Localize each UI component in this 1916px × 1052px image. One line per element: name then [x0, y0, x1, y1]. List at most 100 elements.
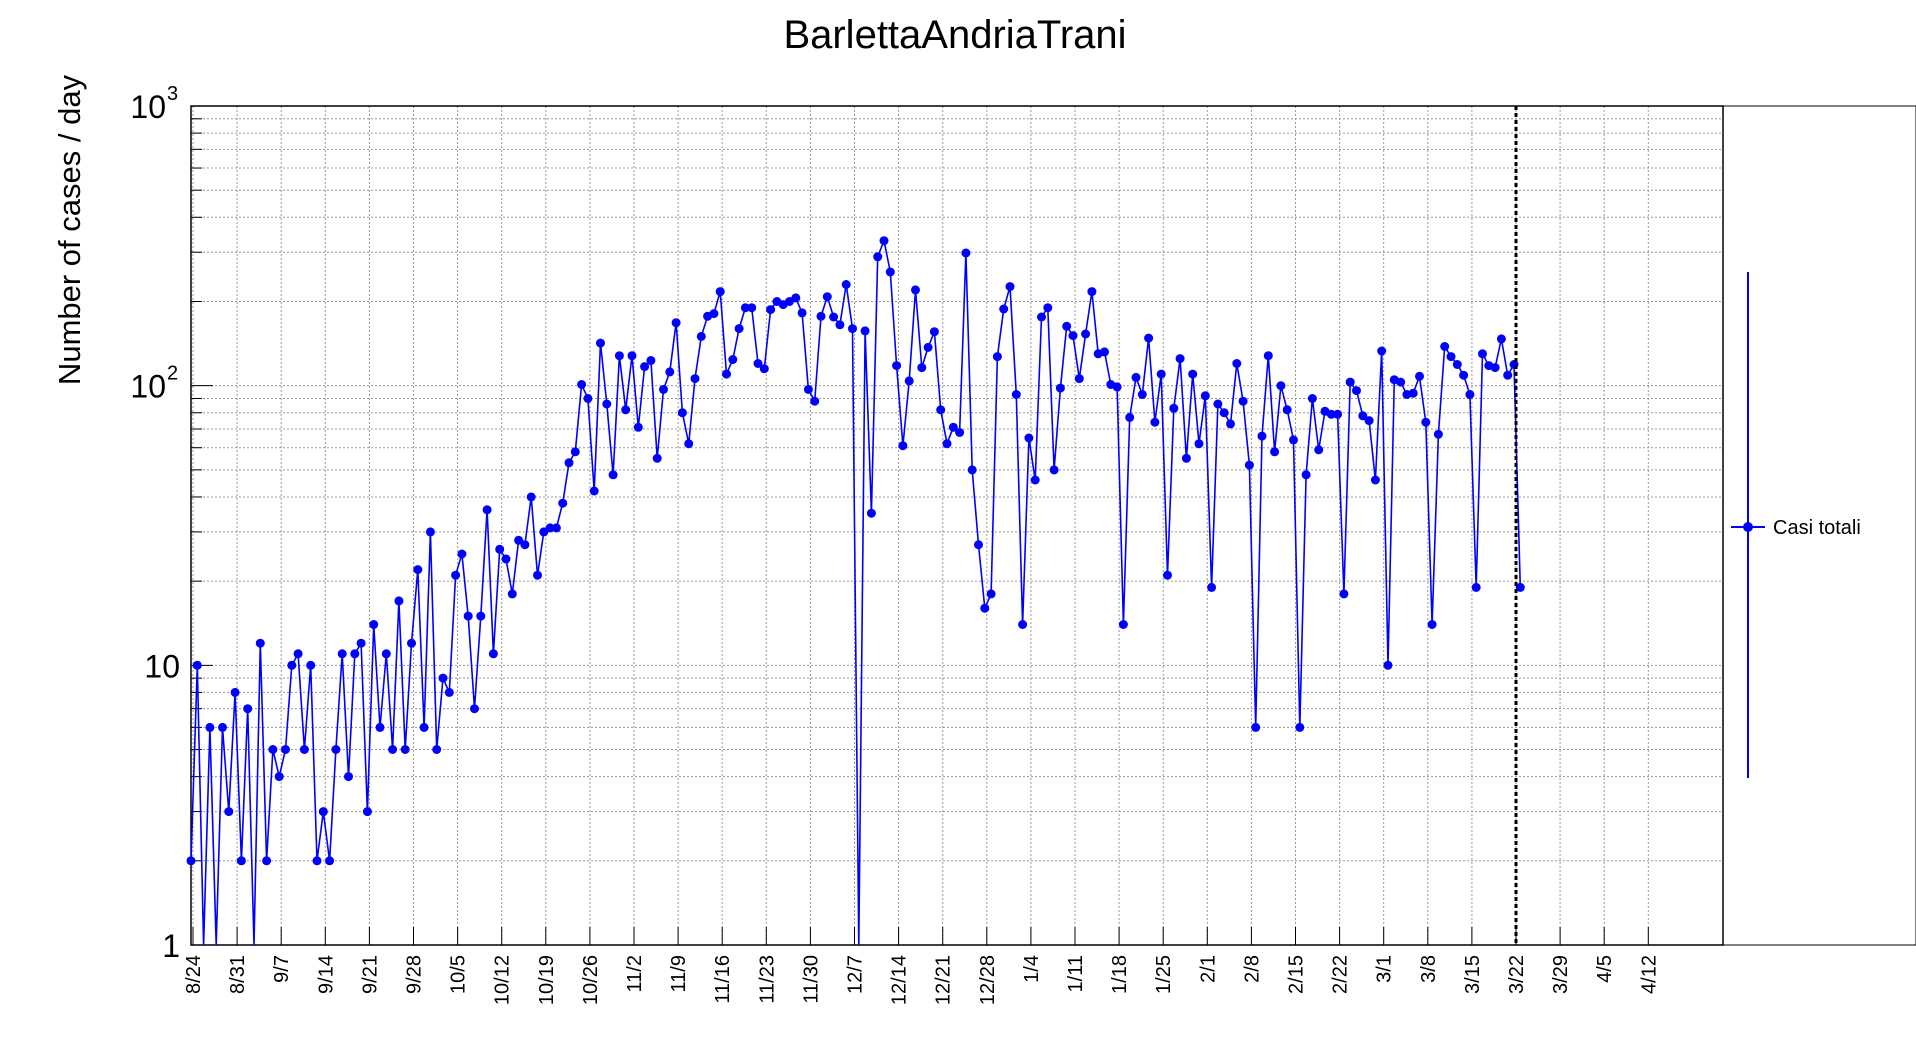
data-point	[514, 535, 524, 545]
data-point	[734, 324, 744, 334]
data-point	[1263, 351, 1273, 361]
data-point	[929, 327, 939, 337]
data-point	[1339, 589, 1349, 599]
data-point	[627, 351, 637, 361]
data-point	[621, 405, 631, 415]
legend-label: Casi totali	[1773, 517, 1861, 539]
data-point	[1213, 399, 1223, 409]
data-point	[337, 649, 347, 659]
data-point	[350, 649, 360, 659]
data-point	[205, 722, 215, 732]
data-point	[1364, 416, 1374, 426]
data-point	[911, 285, 920, 295]
x-tick-label: 4/5	[1594, 955, 1616, 983]
y-tick-exponent: 3	[167, 83, 178, 105]
data-point	[835, 320, 845, 330]
data-point	[866, 508, 876, 518]
data-point	[507, 589, 517, 599]
data-point	[1156, 369, 1166, 379]
data-point	[325, 856, 335, 866]
data-point	[1244, 460, 1254, 470]
x-tick-label: 1/11	[1065, 955, 1087, 992]
x-tick-label: 11/9	[668, 955, 690, 992]
data-point	[822, 292, 832, 302]
data-point	[356, 638, 366, 648]
x-tick-label: 8/31	[227, 955, 249, 994]
data-point	[1326, 409, 1336, 419]
legend-marker	[1743, 522, 1753, 532]
data-point	[967, 465, 977, 475]
data-point	[1043, 303, 1053, 313]
data-point	[980, 603, 990, 613]
data-point	[961, 248, 971, 258]
data-point	[1030, 475, 1040, 485]
data-point	[186, 856, 196, 866]
data-point	[1188, 369, 1198, 379]
x-tick-label: 1/18	[1109, 955, 1131, 994]
data-point	[1440, 342, 1450, 351]
data-point	[1005, 282, 1015, 292]
data-point	[1270, 447, 1280, 457]
x-tick-label: 4/12	[1638, 955, 1660, 994]
x-tick-label: 1/25	[1153, 955, 1175, 994]
data-point	[470, 704, 479, 714]
data-point	[394, 596, 404, 606]
x-tick-label: 2/15	[1286, 955, 1308, 994]
data-point	[306, 660, 316, 670]
data-point	[1446, 352, 1456, 362]
data-point	[1251, 722, 1261, 732]
data-point	[753, 359, 763, 368]
data-point	[425, 527, 435, 537]
data-point	[1037, 312, 1046, 322]
x-tick-label: 11/23	[756, 955, 778, 1004]
data-point	[293, 649, 303, 659]
x-tick-label: 10/5	[448, 955, 470, 994]
data-point	[892, 361, 902, 371]
data-point	[1358, 411, 1368, 421]
x-tick-label: 11/16	[712, 955, 734, 1004]
data-point	[766, 305, 776, 315]
x-tick-label: 2/1	[1197, 955, 1219, 983]
data-point	[444, 687, 454, 697]
data-point	[936, 405, 946, 415]
data-point	[1181, 453, 1191, 463]
data-point	[1226, 419, 1235, 429]
data-point	[533, 570, 542, 580]
x-tick-label: 12/28	[977, 955, 999, 1005]
data-point	[501, 554, 511, 564]
data-point	[715, 287, 725, 297]
data-point	[1333, 409, 1343, 419]
data-point	[558, 498, 568, 508]
x-tick-label: 10/26	[580, 955, 602, 1005]
data-point	[457, 549, 467, 559]
data-point	[287, 660, 297, 670]
data-point	[942, 439, 952, 449]
x-tick-label: 2/22	[1330, 955, 1352, 994]
data-point	[1345, 377, 1355, 387]
data-point	[268, 745, 278, 754]
data-point	[633, 422, 643, 432]
data-point	[236, 856, 246, 866]
data-point	[520, 540, 530, 550]
data-point	[848, 324, 857, 334]
data-point	[388, 745, 398, 754]
data-point	[992, 352, 1002, 362]
data-point	[791, 293, 801, 303]
x-tick-label: 9/7	[271, 955, 293, 983]
data-point	[709, 309, 719, 319]
data-point	[1118, 620, 1128, 629]
data-point	[281, 745, 290, 754]
data-point	[1377, 346, 1387, 356]
data-point	[1471, 582, 1481, 592]
x-tick-label: 9/28	[404, 955, 426, 994]
data-point	[652, 453, 662, 463]
data-point	[570, 447, 580, 457]
data-point	[640, 362, 650, 372]
data-point	[646, 356, 656, 365]
data-point	[955, 428, 965, 437]
data-point	[608, 470, 618, 480]
data-point	[463, 611, 473, 621]
data-point	[318, 807, 328, 817]
